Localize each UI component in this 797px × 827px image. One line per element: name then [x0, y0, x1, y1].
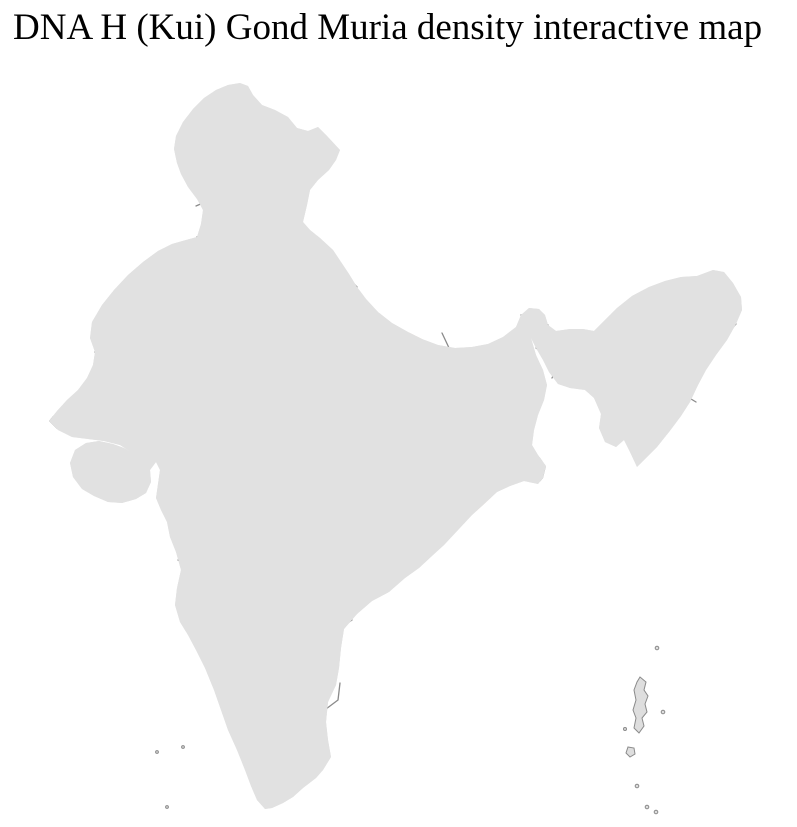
andaman-nicobar-islands[interactable] [623, 645, 666, 815]
lakshadweep-islands[interactable] [155, 745, 185, 809]
map-title: DNA H (Kui) Gond Muria density interacti… [13, 7, 763, 48]
